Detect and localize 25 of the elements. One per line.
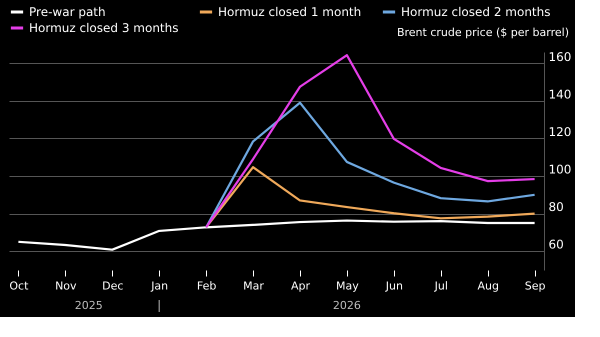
- x-tick-label: Mar: [243, 280, 264, 292]
- y-tick-label: 60: [548, 238, 564, 252]
- legend-label: Hormuz closed 1 month: [218, 5, 362, 19]
- y-tick-label: 100: [548, 162, 572, 177]
- x-tick-label: Oct: [9, 280, 30, 292]
- x-tick-label: Jun: [384, 280, 403, 292]
- y-tick-label: 120: [548, 124, 572, 139]
- text: 2026: [332, 299, 361, 312]
- x-tick-label: Feb: [196, 280, 216, 292]
- y-tick-label: 140: [548, 87, 572, 102]
- y-tick-label: 160: [548, 50, 572, 64]
- x-tick-label: Dec: [102, 280, 124, 292]
- text: 2025: [74, 299, 103, 312]
- x-tick-label: Sep: [524, 280, 546, 292]
- x-tick-label: Apr: [290, 280, 310, 292]
- y-axis-title: Brent crude price ($ per barrel): [396, 26, 569, 39]
- x-tick-label: May: [336, 280, 360, 292]
- x-tick-label: Jan: [150, 280, 168, 292]
- y-tick-label: 80: [548, 200, 564, 214]
- legend-label: Hormuz closed 3 months: [29, 21, 178, 35]
- legend-label: Pre-war path: [29, 5, 106, 19]
- x-tick-label: Aug: [477, 280, 499, 292]
- x-tick-label: Jul: [434, 280, 448, 292]
- x-tick-label: Nov: [55, 280, 78, 292]
- legend-label: Hormuz closed 2 months: [401, 5, 550, 19]
